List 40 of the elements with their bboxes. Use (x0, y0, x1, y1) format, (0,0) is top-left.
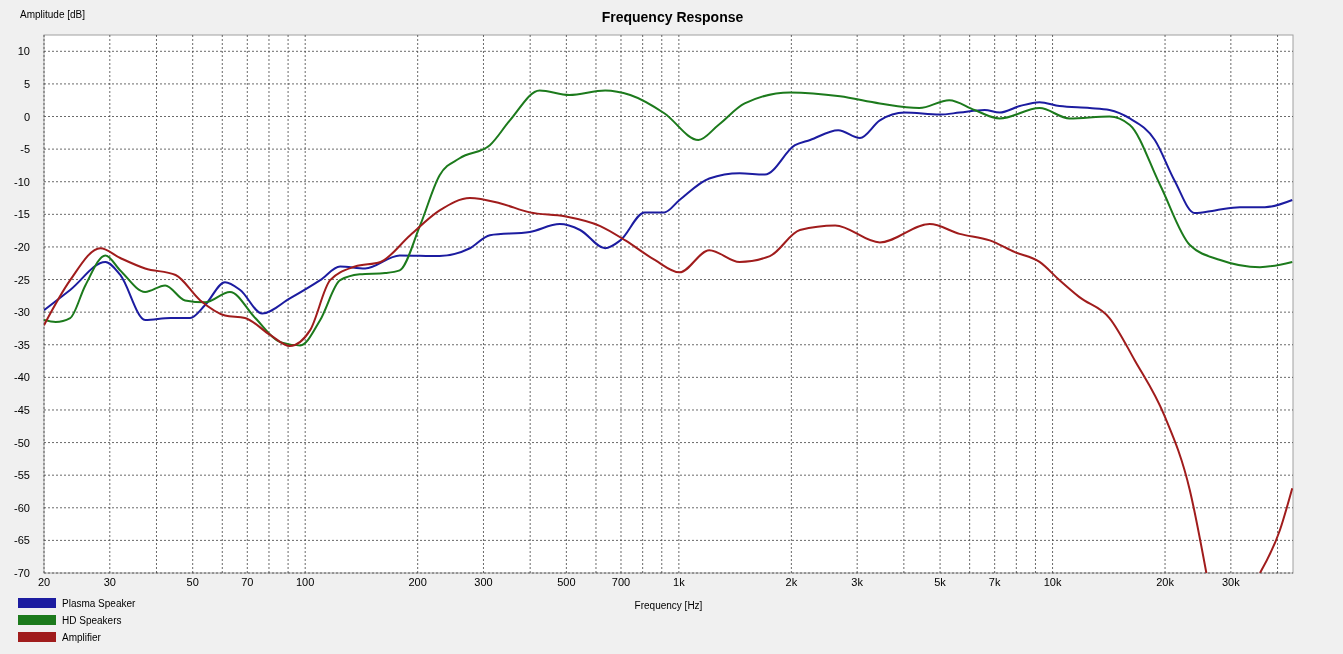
x-tick-label: 70 (241, 576, 254, 588)
y-tick-label: -35 (14, 338, 30, 351)
y-tick-label: 5 (23, 77, 30, 90)
y-tick-label: -10 (14, 175, 30, 188)
y-tick-label: 10 (17, 45, 30, 58)
y-tick-label: -60 (14, 501, 30, 514)
y-tick-label: -20 (14, 240, 30, 253)
y-tick-label: -30 (14, 306, 30, 319)
x-axis-title: Frequency [Hz] (634, 600, 703, 611)
x-tick-label: 7k (988, 576, 1001, 588)
x-tick-label: 100 (296, 576, 315, 588)
legend-label: Amplifier (62, 632, 102, 643)
y-tick-label: -70 (14, 567, 30, 579)
x-tick-label: 700 (611, 576, 631, 588)
y-tick-label: -45 (14, 403, 30, 416)
y-tick-label: -50 (14, 436, 30, 449)
y-tick-label: 0 (23, 110, 30, 123)
y-tick-label: -40 (14, 371, 30, 384)
y-tick-label: -65 (14, 534, 30, 547)
chart-title: Frequency Response (601, 9, 744, 25)
x-tick-label: 50 (186, 576, 199, 588)
y-tick-label: -5 (20, 143, 30, 156)
x-tick-label: 300 (474, 576, 493, 588)
x-tick-label: 500 (557, 576, 576, 588)
x-tick-label: 200 (408, 576, 427, 588)
legend-label: HD Speakers (62, 615, 122, 626)
x-tick-label: 1k (673, 576, 686, 588)
x-tick-label: 30 (103, 576, 116, 588)
x-tick-label: 3k (851, 576, 864, 588)
x-tick-label: 20 (37, 576, 51, 588)
x-tick-label: 2k (785, 576, 798, 588)
x-tick-label: 10k (1043, 576, 1062, 588)
x-tick-label: 5k (934, 576, 947, 588)
legend-label: Plasma Speaker (62, 598, 137, 609)
y-tick-label: -25 (14, 273, 30, 286)
y-axis-title: Amplitude [dB] (20, 9, 86, 20)
x-tick-label: 20k (1156, 576, 1175, 588)
y-tick-label: -15 (14, 208, 30, 221)
x-tick-label: 30k (1221, 576, 1241, 588)
y-tick-label: -55 (14, 469, 30, 482)
